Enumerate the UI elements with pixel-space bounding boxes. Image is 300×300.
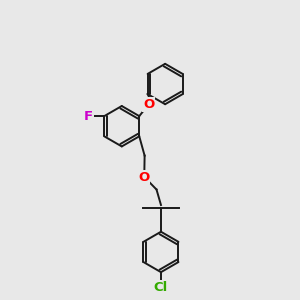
Text: O: O	[143, 98, 154, 111]
Text: F: F	[84, 110, 93, 123]
Text: Cl: Cl	[154, 281, 168, 294]
Text: O: O	[138, 170, 150, 184]
